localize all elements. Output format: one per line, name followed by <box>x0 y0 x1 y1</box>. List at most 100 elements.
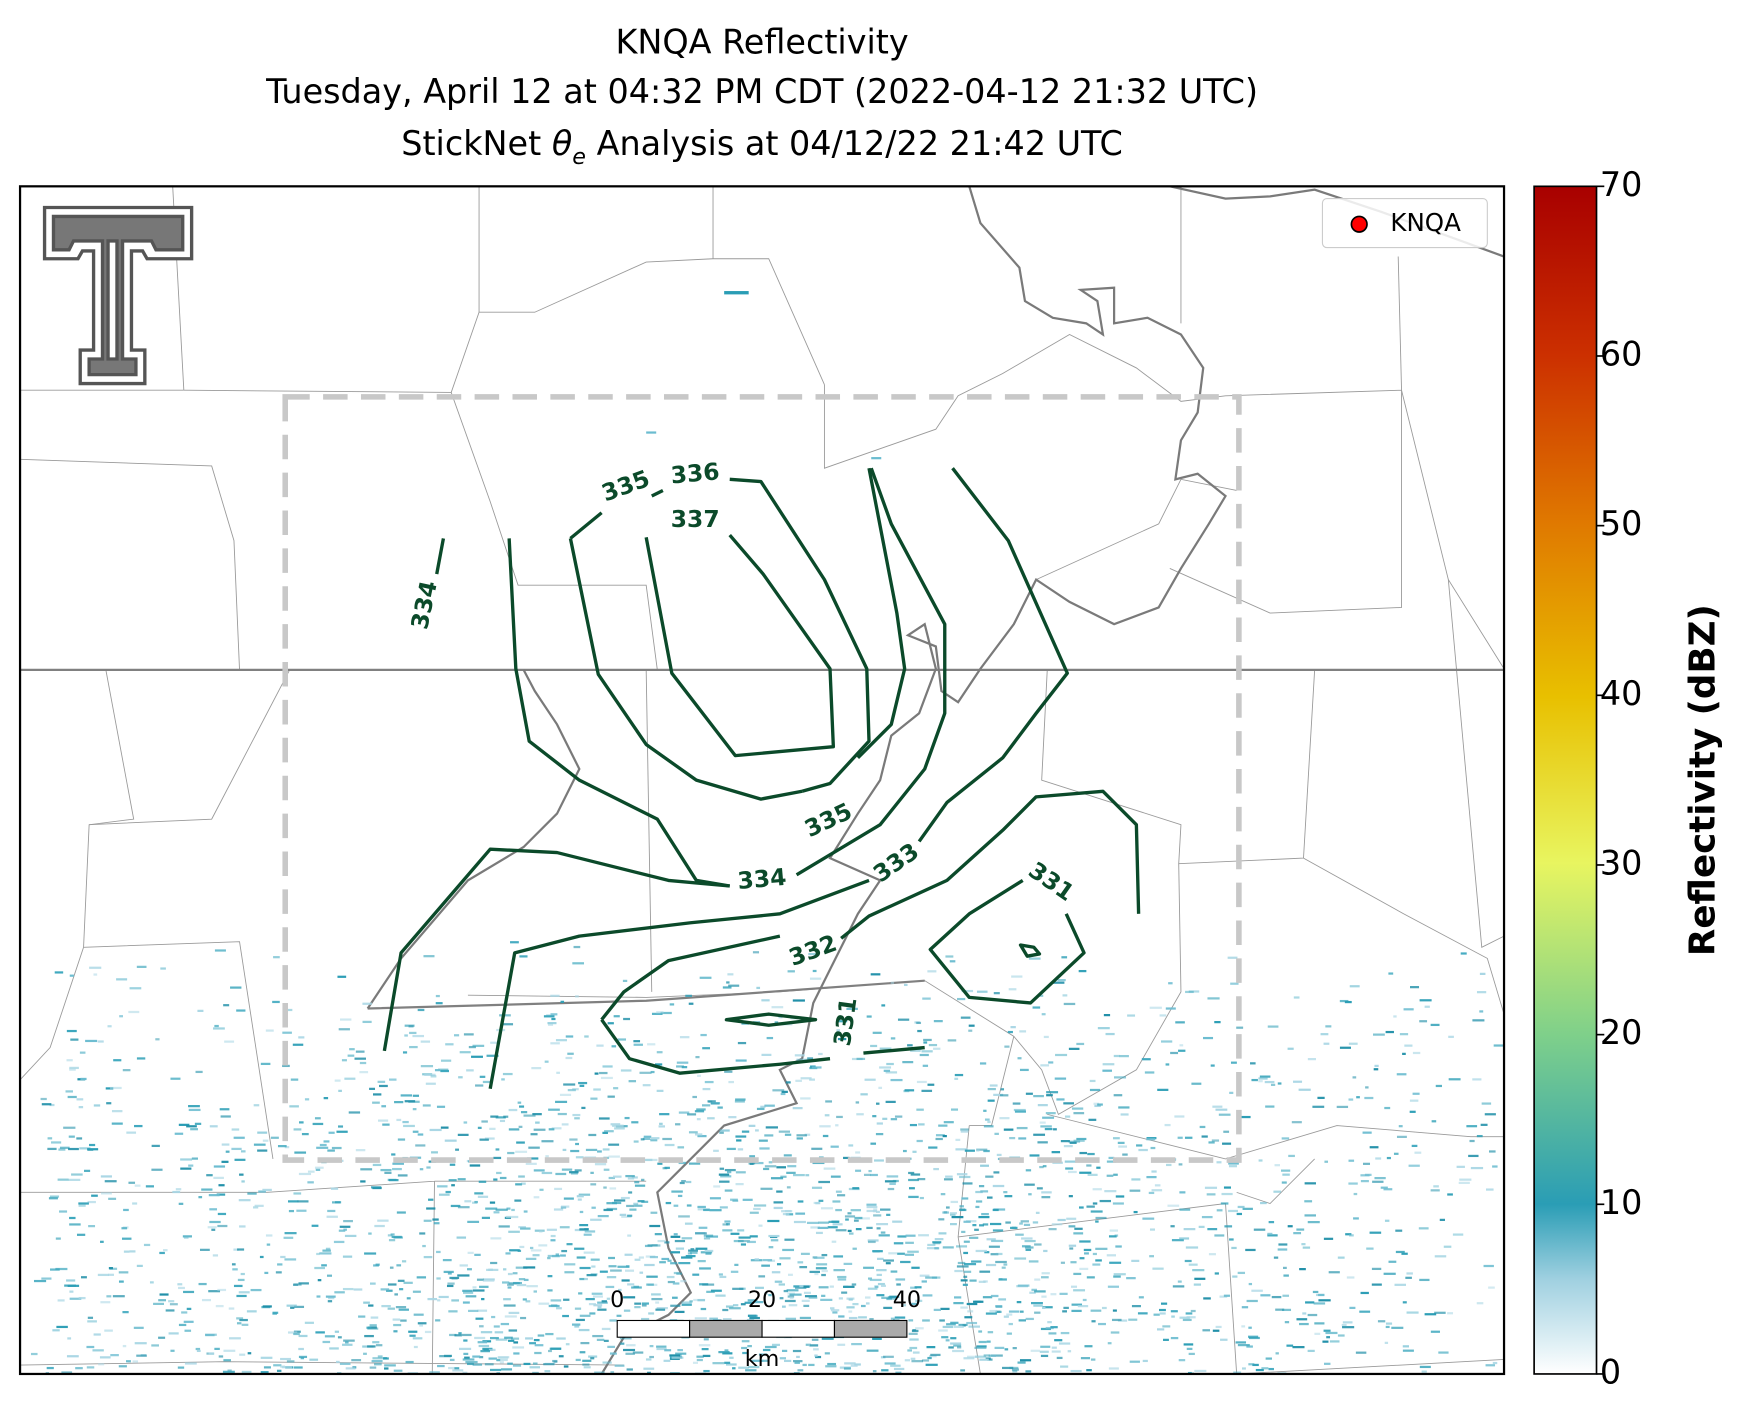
radar-echo <box>1019 1359 1032 1362</box>
radar-echo <box>1011 1368 1019 1371</box>
radar-echo <box>184 1362 197 1365</box>
radar-echo <box>960 1279 968 1282</box>
radar-echo <box>1406 1272 1413 1275</box>
radar-echo <box>344 1077 356 1080</box>
radar-echo <box>976 1345 987 1348</box>
radar-echo <box>1277 1082 1282 1085</box>
radar-echo <box>360 1180 366 1183</box>
radar-echo <box>830 1307 835 1310</box>
radar-echo <box>786 1186 791 1189</box>
radar-echo <box>670 1251 681 1254</box>
radar-echo <box>106 1102 112 1105</box>
radar-echo <box>719 1180 730 1183</box>
radar-echo <box>703 1208 710 1212</box>
radar-echo <box>601 1300 607 1303</box>
radar-echo <box>1006 1313 1013 1316</box>
radar-echo <box>726 1170 732 1174</box>
radar-echo <box>276 1369 282 1372</box>
radar-echo <box>758 1275 766 1278</box>
radar-echo <box>555 1172 567 1176</box>
radar-echo <box>610 1123 621 1126</box>
radar-echo <box>561 1123 569 1126</box>
radar-echo <box>1291 1121 1302 1124</box>
radar-echo <box>334 1330 340 1333</box>
radar-echo <box>700 1307 707 1311</box>
radar-echo <box>1299 1322 1309 1326</box>
scale-tick-label: 20 <box>748 1287 776 1313</box>
radar-echo <box>503 1298 511 1301</box>
radar-echo <box>663 1359 671 1362</box>
radar-echo <box>89 966 102 969</box>
radar-echo <box>903 983 908 987</box>
radar-echo <box>1268 1220 1275 1224</box>
radar-echo <box>574 1247 585 1250</box>
radar-echo <box>847 1212 852 1215</box>
radar-echo <box>183 1320 194 1323</box>
radar-echo <box>545 1155 549 1158</box>
radar-echo <box>1033 1094 1044 1098</box>
radar-echo <box>831 1220 840 1223</box>
radar-echo <box>1059 1292 1068 1295</box>
radar-echo <box>371 1360 383 1363</box>
radar-echo <box>1402 1345 1410 1348</box>
radar-echo <box>264 1271 269 1275</box>
radar-echo <box>631 1286 642 1289</box>
radar-echo <box>1028 1193 1032 1196</box>
radar-echo <box>1068 1244 1077 1247</box>
radar-echo <box>165 1309 175 1312</box>
radar-echo <box>960 1016 971 1019</box>
radar-echo <box>856 1057 866 1061</box>
radar-echo <box>740 1243 747 1246</box>
radar-echo <box>1113 1054 1121 1058</box>
radar-echo <box>1008 1322 1013 1326</box>
radar-echo <box>214 1347 220 1351</box>
radar-echo <box>309 1358 319 1361</box>
radar-echo <box>938 1232 947 1235</box>
radar-echo <box>680 1280 687 1283</box>
radar-echo <box>987 1099 995 1102</box>
radar-echo <box>314 1117 321 1120</box>
radar-echo <box>1041 1191 1052 1194</box>
radar-echo <box>1402 1349 1414 1352</box>
radar-echo <box>1118 1145 1128 1148</box>
radar-echo <box>1083 1248 1092 1252</box>
radar-echo <box>1329 1340 1340 1343</box>
radar-echo <box>889 1182 896 1186</box>
radar-echo <box>1220 1202 1229 1205</box>
radar-echo <box>396 1264 402 1267</box>
radar-echo <box>1166 1163 1172 1167</box>
radar-echo <box>1047 1321 1052 1324</box>
radar-echo <box>1396 1135 1407 1138</box>
radar-echo <box>806 1221 819 1225</box>
radar-echo <box>1212 1329 1220 1332</box>
radar-echo <box>1325 1025 1332 1028</box>
radar-echo <box>883 1306 893 1310</box>
radar-echo <box>240 1150 246 1153</box>
radar-echo <box>435 1319 441 1322</box>
radar-echo <box>339 1225 351 1228</box>
radar-echo <box>627 1177 635 1180</box>
radar-echo <box>69 1223 81 1226</box>
radar-echo <box>590 1218 602 1221</box>
radar-echo <box>912 1150 917 1153</box>
radar-echo <box>533 1128 546 1131</box>
radar-echo <box>1438 1351 1449 1354</box>
radar-echo <box>423 1255 433 1259</box>
radar-echo <box>1019 1030 1027 1033</box>
radar-echo <box>1204 1186 1218 1189</box>
radar-echo <box>550 1042 560 1045</box>
radar-echo <box>880 1231 886 1234</box>
radar-echo <box>915 1299 923 1302</box>
colorbar-tick-label: 60 <box>1600 334 1643 373</box>
radar-echo <box>885 1071 898 1074</box>
radar-echo <box>797 1200 804 1203</box>
radar-echo <box>784 1133 792 1136</box>
radar-echo <box>895 1278 906 1281</box>
radar-echo <box>784 1209 791 1213</box>
river <box>600 186 1227 1374</box>
radar-echo <box>669 1003 675 1006</box>
radar-echo <box>99 1356 111 1359</box>
radar-echo <box>1466 1125 1478 1128</box>
radar-echo <box>1188 1352 1195 1356</box>
radar-echo <box>233 1284 243 1288</box>
